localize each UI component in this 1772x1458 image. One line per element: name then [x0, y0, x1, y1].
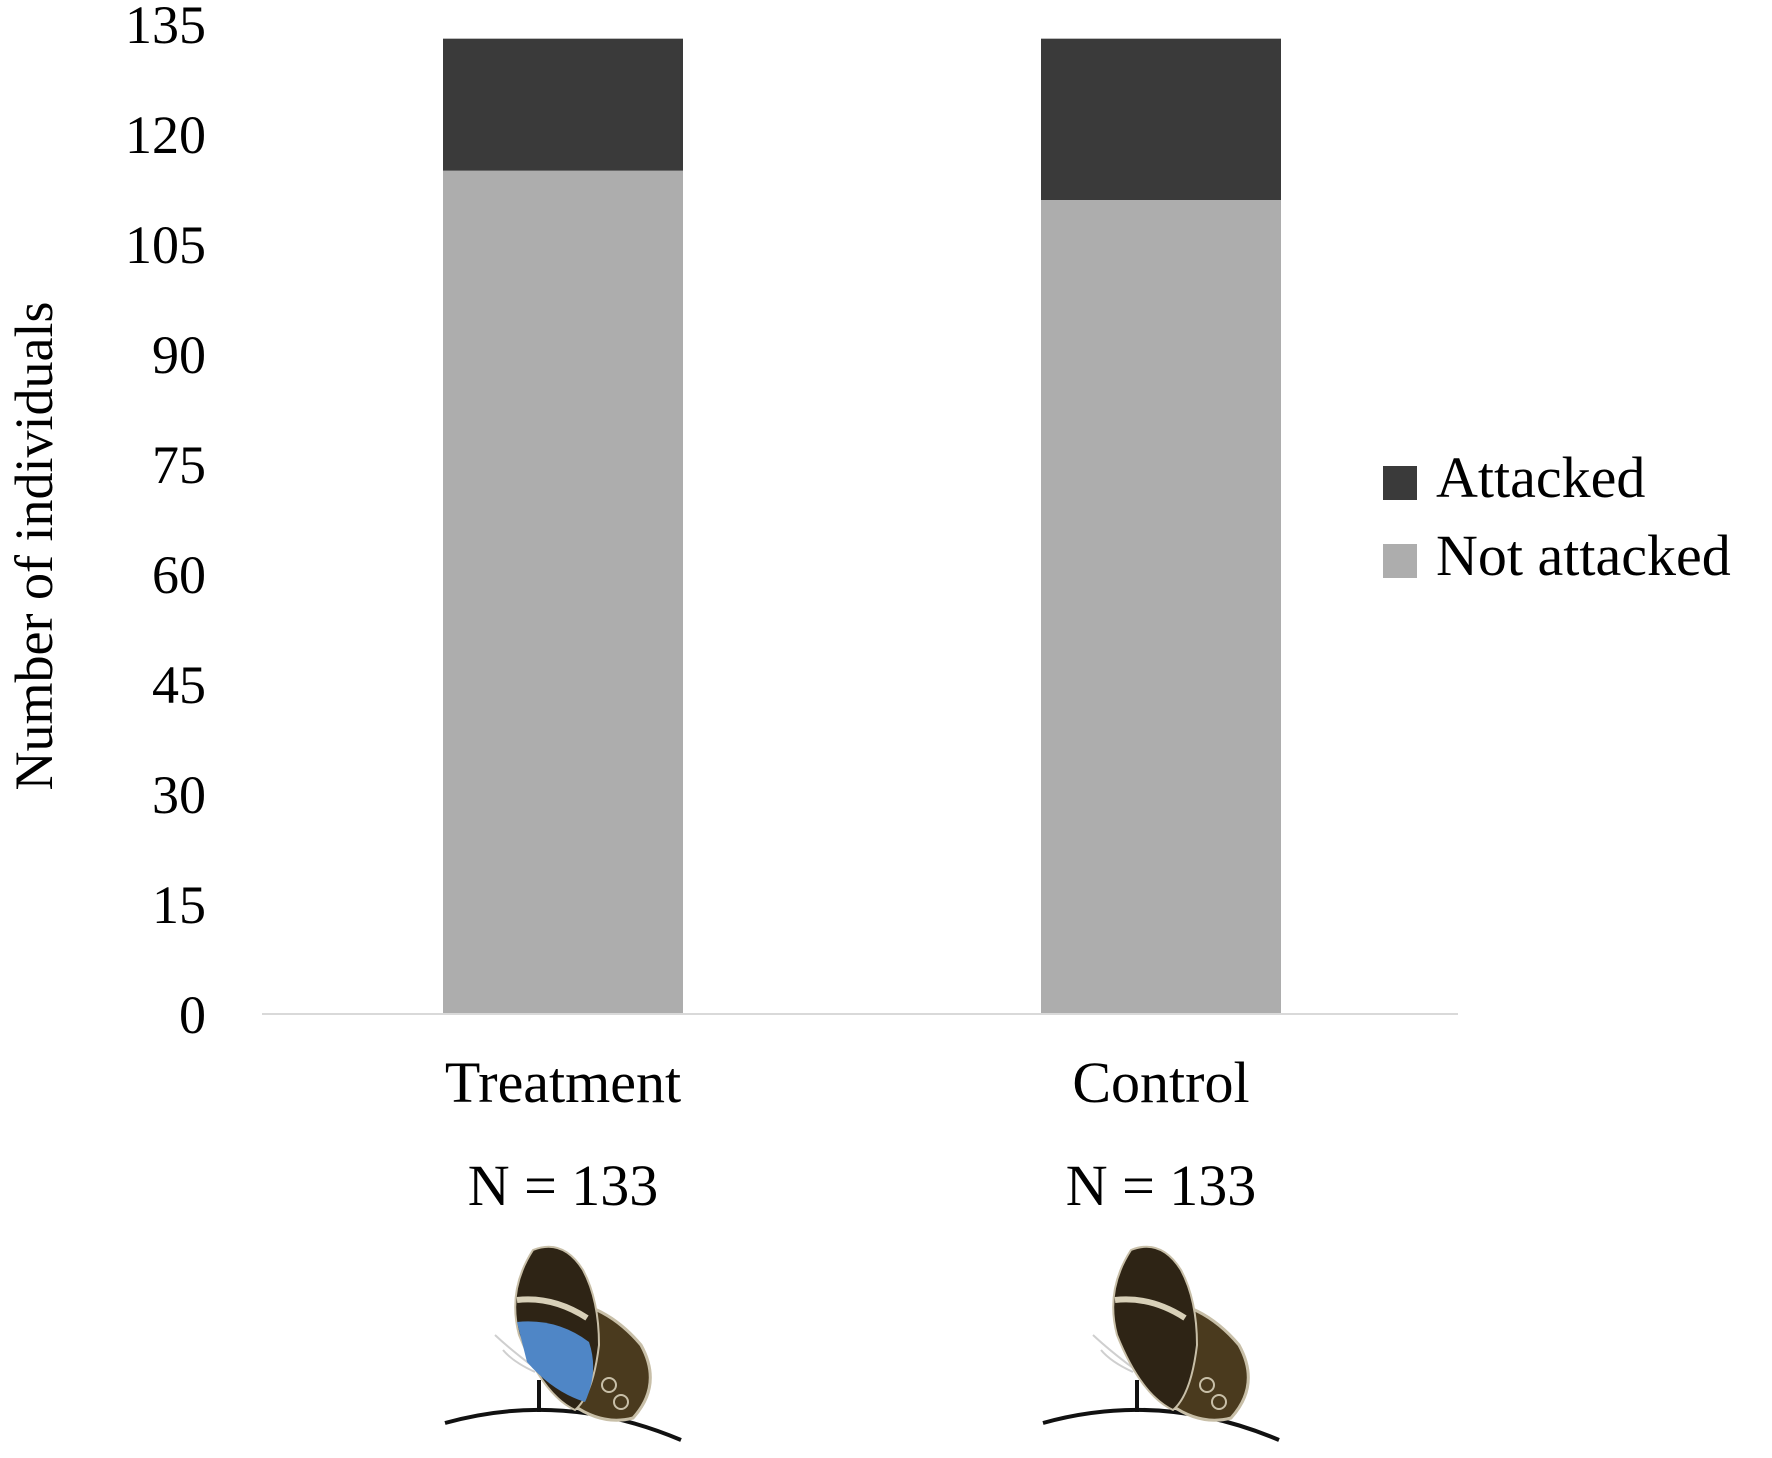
- x-category-label: Treatment: [445, 1050, 681, 1115]
- y-tick-label: 15: [152, 875, 206, 935]
- legend-swatch-not-attacked: [1383, 544, 1417, 578]
- y-tick-label: 30: [152, 765, 206, 825]
- y-tick-label: 105: [125, 215, 206, 275]
- bars-group: [443, 38, 1281, 1014]
- legend-label: Not attacked: [1436, 523, 1731, 588]
- butterfly-icons: [444, 1245, 1280, 1442]
- sample-size-label: N = 133: [468, 1153, 659, 1218]
- bar-segment-attacked-control: [1041, 38, 1281, 200]
- butterfly-plain-icon: [1042, 1245, 1280, 1442]
- bar-segment-not-attacked-treatment: [443, 170, 683, 1014]
- eyespot: [613, 1394, 629, 1410]
- perch-branch: [1042, 1407, 1280, 1442]
- y-axis-ticks: 0 15 30 45 60 75 90 105 120 135: [125, 0, 206, 1045]
- blue-wing-patch: [517, 1321, 594, 1402]
- legend-label: Attacked: [1436, 445, 1645, 510]
- y-tick-label: 60: [152, 545, 206, 605]
- y-axis-title: Number of individuals: [4, 302, 64, 791]
- butterfly-antenna: [1092, 1334, 1134, 1369]
- eyespot: [1211, 1394, 1227, 1410]
- sample-size-label: N = 133: [1066, 1153, 1257, 1218]
- y-tick-label: 120: [125, 105, 206, 165]
- butterfly-antenna: [502, 1349, 536, 1373]
- eyespot: [1199, 1377, 1215, 1393]
- eyespot: [601, 1377, 617, 1393]
- x-category-label: Control: [1072, 1050, 1249, 1115]
- butterfly-fore-wing: [1112, 1245, 1199, 1412]
- perch-branch: [444, 1407, 682, 1442]
- butterfly-blue-patch-icon: [444, 1245, 682, 1442]
- y-tick-label: 90: [152, 325, 206, 385]
- legend-swatch-attacked: [1383, 466, 1417, 500]
- x-axis-labels: Treatment N = 133 Control N = 133: [445, 1050, 1256, 1218]
- wing-band: [516, 1296, 589, 1321]
- legend: Attacked Not attacked: [1383, 445, 1731, 588]
- y-tick-label: 0: [179, 985, 206, 1045]
- bar-segment-attacked-treatment: [443, 38, 683, 171]
- wing-band: [1114, 1296, 1187, 1321]
- y-tick-label: 45: [152, 655, 206, 715]
- y-tick-label: 75: [152, 435, 206, 495]
- y-tick-label: 135: [125, 0, 206, 55]
- butterfly-antenna: [1100, 1349, 1134, 1373]
- bar-segment-not-attacked-control: [1041, 200, 1281, 1014]
